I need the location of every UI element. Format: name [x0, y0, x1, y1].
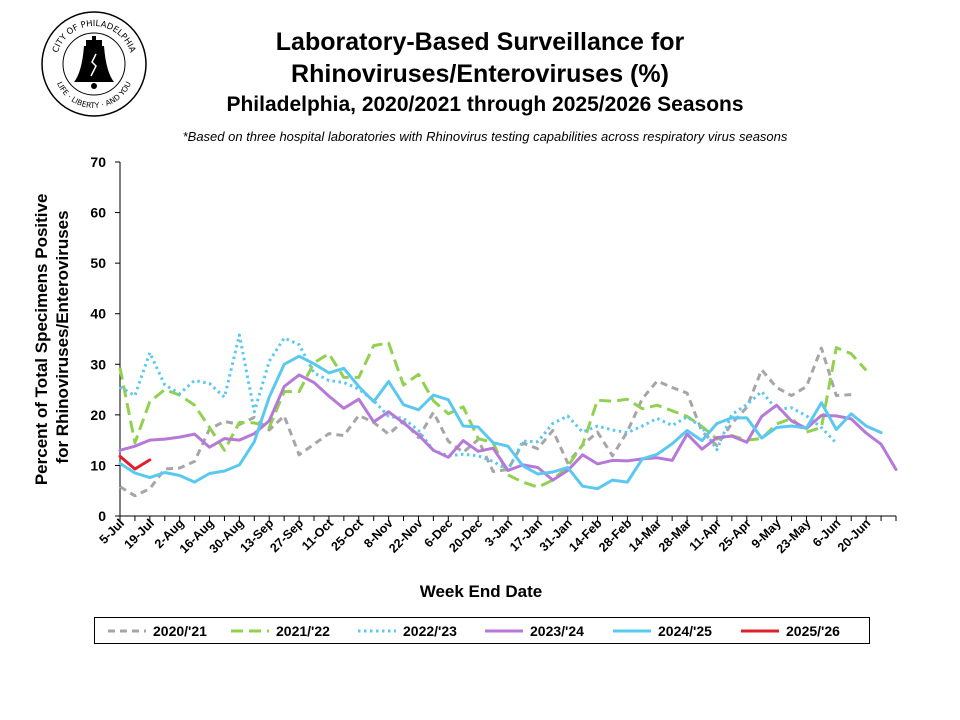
x-tick-label: 25-Oct	[328, 516, 366, 554]
y-tick-label: 60	[90, 205, 106, 221]
legend-swatch	[485, 629, 523, 632]
chart-title-line2: Rhinoviruses/Enteroviruses (%)	[291, 60, 669, 88]
legend-item: 2021/'22	[230, 618, 330, 643]
legend: 2020/'21 2021/'22 2022/'23 2023/'24 2024/'25…	[94, 617, 870, 644]
x-tick-label: 16-Aug	[177, 516, 217, 556]
series-line-202223	[119, 333, 838, 472]
legend-swatch	[231, 629, 269, 632]
series-line-202425	[118, 354, 883, 491]
y-tick-label: 50	[90, 255, 106, 271]
x-tick-label: 8-Nov	[361, 516, 395, 550]
legend-label: 2020/'21	[153, 622, 207, 639]
legend-item: 2024/'25	[612, 618, 712, 643]
x-tick-label: 22-Nov	[386, 516, 425, 555]
y-tick-label: 0	[98, 508, 106, 524]
x-tick-label: 30-Aug	[207, 516, 247, 556]
x-axis-title: Week End Date	[420, 582, 543, 601]
liberty-bell-icon	[74, 36, 114, 89]
x-tick-label: 17-Jan	[507, 516, 545, 554]
y-tick-label: 20	[90, 407, 106, 423]
y-tick-label: 10	[90, 457, 106, 473]
y-tick-label: 70	[90, 154, 106, 170]
legend-item: 2022/'23	[357, 618, 457, 643]
x-tick-label: 3-Jan	[482, 516, 515, 549]
legend-label: 2023/'24	[530, 622, 584, 639]
x-tick-label: 13-Sep	[237, 516, 276, 555]
y-axis-title: Percent of Total Specimens Positive for …	[32, 189, 72, 485]
x-tick-label: 5-Jul	[97, 516, 128, 547]
legend-label: 2021/'22	[276, 622, 330, 639]
x-tick-label: 6-Dec	[421, 516, 455, 550]
series-line-202526	[118, 454, 152, 471]
legend-swatch	[613, 629, 651, 632]
city-of-philadelphia-seal-icon: CITY OF PHILADELPHIA LIFE · LIBERTY · AN…	[41, 11, 147, 117]
x-tick-label: 25-Apr	[716, 516, 754, 554]
x-tick-label: 23-May	[774, 516, 814, 556]
legend-item: 2023/'24	[484, 618, 584, 643]
x-tick-label: 11-Oct	[299, 516, 337, 554]
x-tick-label: 27-Sep	[267, 516, 306, 555]
legend-swatch	[108, 629, 146, 632]
series-line-202324	[118, 373, 898, 482]
legend-item: 2025/'26	[740, 618, 840, 643]
series-line-202122	[118, 341, 868, 489]
x-tick-label: 11-Apr	[687, 516, 725, 554]
axes: 0 10 20 30 40 50 60 70 5-Jul19-Jul2-Aug16-Aug30-…	[90, 154, 897, 556]
legend-label: 2024/'25	[658, 622, 712, 639]
x-tick-label: 28-Mar	[656, 516, 694, 554]
x-tick-label: 14-Feb	[566, 516, 605, 555]
legend-swatch	[741, 629, 779, 632]
x-tick-label: 28-Feb	[596, 516, 635, 555]
x-tick-label: 31-Jan	[537, 516, 575, 554]
x-tick-label: 2-Aug	[152, 516, 187, 551]
x-tick-label: 6-Jun	[810, 516, 843, 549]
x-tick-label: 14-Mar	[626, 516, 664, 554]
chart-subtitle: Philadelphia, 2020/2021 through 2025/202…	[226, 93, 744, 116]
series-line-202021	[119, 346, 852, 498]
x-tick-label: 9-May	[749, 516, 784, 551]
chart-title-line1: Laboratory-Based Surveillance for	[275, 28, 685, 56]
chart-footnote: *Based on three hospital laboratories wi…	[182, 129, 788, 144]
y-axis-title-line1: Percent of Total Specimens Positive	[32, 194, 51, 486]
y-tick-label: 30	[90, 356, 106, 372]
y-axis-title-line2: for Rhinoviruses/Enteroviruses	[53, 210, 72, 463]
y-tick-label: 40	[90, 306, 106, 322]
legend-label: 2022/'23	[403, 622, 457, 639]
x-tick-label: 19-Jul	[122, 516, 157, 551]
series-layer	[118, 333, 898, 498]
legend-item: 2020/'21	[107, 618, 207, 643]
legend-swatch	[358, 629, 396, 632]
x-tick-label: 20-Jun	[835, 516, 873, 554]
x-tick-label: 20-Dec	[446, 516, 485, 555]
legend-label: 2025/'26	[786, 622, 840, 639]
